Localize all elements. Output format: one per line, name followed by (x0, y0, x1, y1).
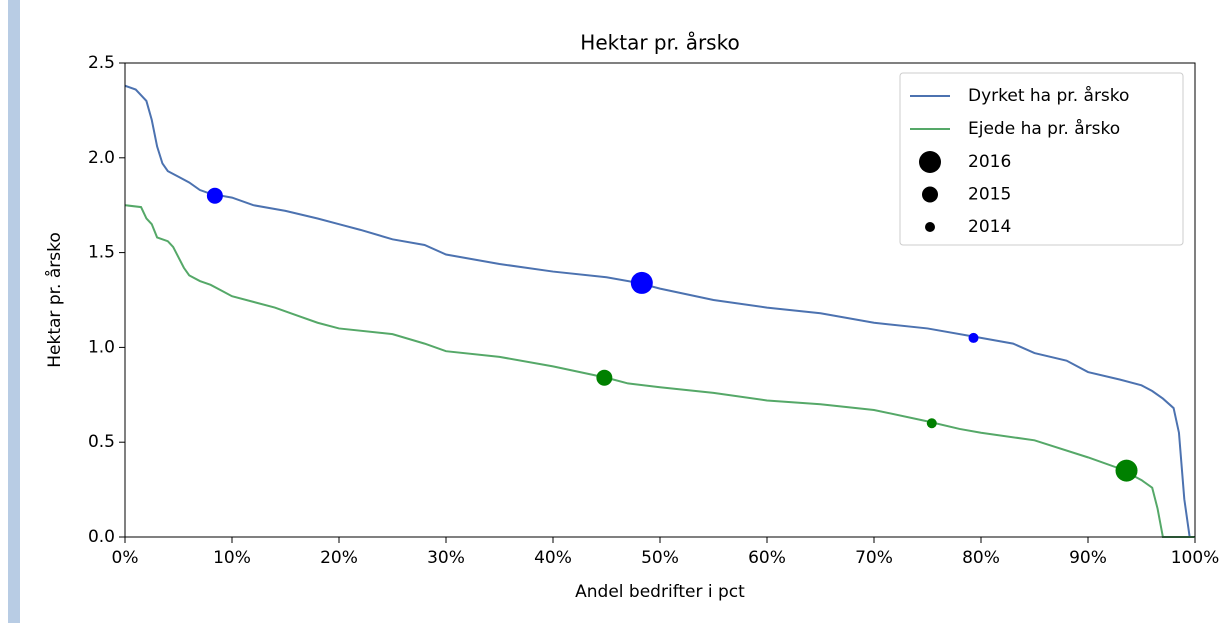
y-tick-label: 2.5 (88, 53, 115, 73)
y-tick-label: 0.5 (88, 432, 115, 452)
y-tick-label: 1.5 (88, 243, 115, 263)
legend-marker (922, 186, 938, 203)
legend-label: Ejede ha pr. årsko (968, 118, 1120, 139)
x-tick-label: 10% (213, 548, 251, 568)
x-tick-label: 30% (427, 548, 465, 568)
point (968, 332, 979, 343)
point (1115, 459, 1138, 482)
point (630, 271, 653, 294)
legend-marker (919, 151, 941, 173)
y-tick-label: 0.0 (88, 527, 115, 547)
point (596, 369, 613, 386)
x-tick-label: 80% (962, 548, 1000, 568)
line (124, 84, 1195, 538)
side-strip (8, 0, 20, 623)
x-tick-label: 20% (320, 548, 358, 568)
x-tick-label: 70% (855, 548, 893, 568)
line (124, 204, 1195, 538)
point (206, 187, 223, 204)
y-tick-label: 1.0 (88, 337, 115, 357)
legend-label: 2014 (968, 217, 1011, 237)
legend-marker (925, 222, 935, 232)
x-tick-label: 0% (112, 548, 139, 568)
y-tick-label: 2.0 (88, 148, 115, 168)
legend-label: 2015 (968, 185, 1011, 205)
legend-box (899, 72, 1184, 246)
plot-frame (124, 62, 1196, 538)
y-axis-label: Hektar pr. årsko (44, 232, 65, 368)
legend-label: Dyrket ha pr. årsko (968, 85, 1129, 106)
x-tick-label: 40% (534, 548, 572, 568)
x-tick-label: 90% (1069, 548, 1107, 568)
x-tick-label: 60% (748, 548, 786, 568)
point (926, 418, 937, 429)
x-tick-label: 100% (1171, 548, 1220, 568)
x-axis-label: Andel bedrifter i pct (575, 582, 745, 602)
legend-label: 2016 (968, 152, 1011, 172)
x-tick-label: 50% (641, 548, 679, 568)
chart-title: Hektar pr. årsko (580, 31, 739, 55)
